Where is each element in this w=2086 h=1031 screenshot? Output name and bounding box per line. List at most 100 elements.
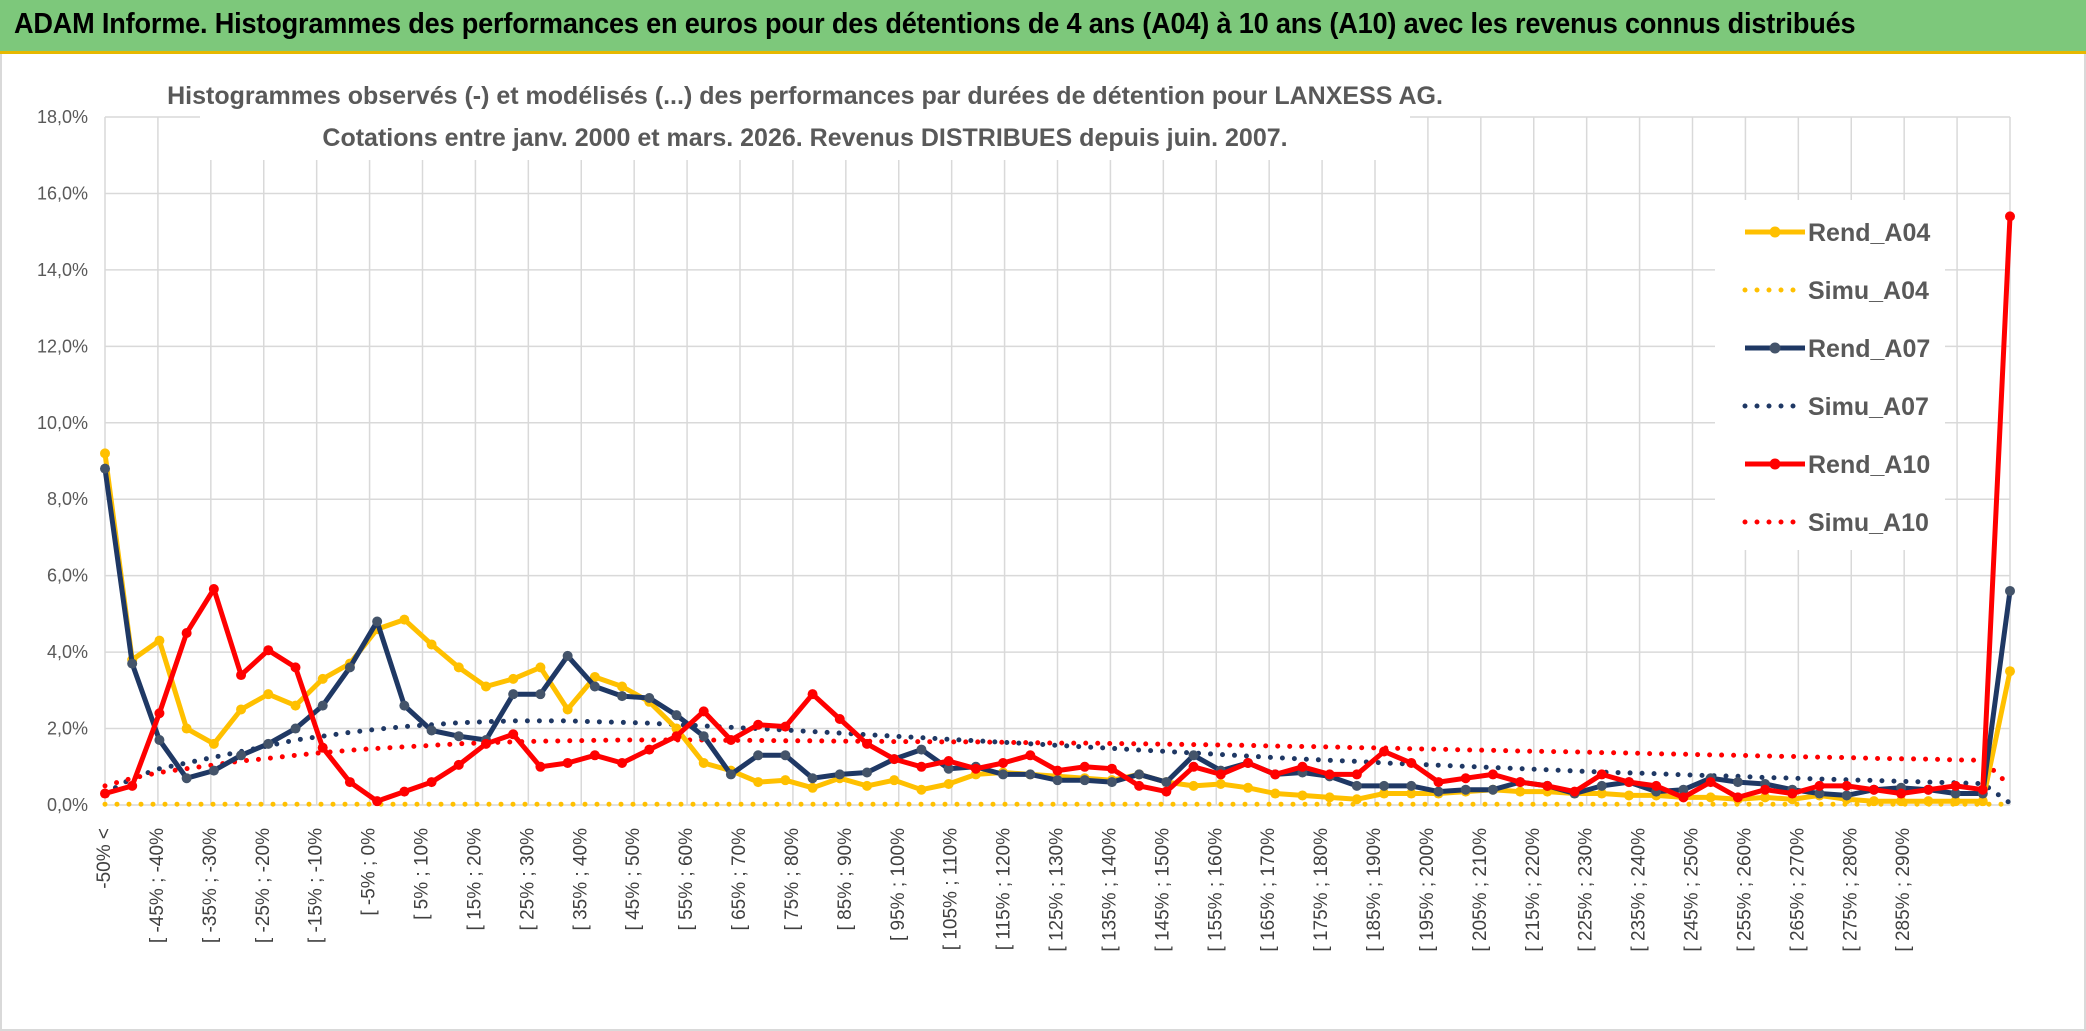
legend-item: Simu_A07 [1742,393,1929,421]
data-point [1596,769,1607,780]
data-point [589,671,600,682]
x-tick-label: [ 225% ; 230% [1576,828,1597,952]
data-point [100,463,110,474]
data-point [181,773,192,784]
data-point [508,729,519,740]
x-tick-label: [ 255% ; 260% [1734,828,1755,952]
data-point [317,742,328,753]
legend-item: Simu_A04 [1742,277,1929,305]
data-point [290,723,301,734]
legend-item: Rend_A04 [1745,219,1930,247]
x-tick-label: [ 135% ; 140% [1099,828,1120,952]
y-tick-label: 2,0% [47,719,88,739]
data-point [1841,780,1852,791]
data-point [481,681,491,692]
data-point [1923,796,1934,807]
data-point [100,788,110,799]
data-point [1515,786,1526,797]
legend-marker [1769,226,1781,238]
x-tick-label: [ -5% ; 0% [359,828,380,916]
data-point [453,731,464,742]
data-point [1732,792,1743,803]
x-axis-ticks: -50% < [ -45% ; -40% [ -35% ; -30% [ -25% ;… [94,828,1914,952]
legend-item: Rend_A10 [1745,451,1930,479]
data-point [1134,769,1145,780]
grid-lines [104,116,2011,806]
data-point [644,692,655,703]
data-point [236,704,247,715]
data-point [698,731,709,742]
data-point [1351,794,1362,805]
data-point [399,700,410,711]
x-tick-label: [ 165% ; 170% [1258,828,1279,952]
y-tick-label: 18,0% [37,107,88,127]
data-point [1433,786,1444,797]
x-tick-label: [ 55% ; 60% [676,828,697,931]
data-point [1868,796,1879,807]
data-point [1515,777,1526,788]
x-tick-label: [ 205% ; 210% [1470,828,1491,952]
data-point [399,614,410,625]
data-point [399,786,410,797]
data-point [1950,788,1961,799]
data-point [562,704,573,715]
y-axis-ticks: 0,0% 2,0% 4,0% 6,0% 8,0% 10,0% 12,0% 14,0% 16,0%… [37,107,88,815]
data-point [1678,792,1689,803]
x-tick-label: [ 5% ; 10% [412,828,433,920]
data-point [1977,796,1988,807]
series-Rend_A10 [100,211,2015,807]
x-tick-label: [ 265% ; 270% [1787,828,1808,952]
data-point [317,673,328,684]
data-point [1025,750,1036,761]
data-point [1814,788,1825,799]
data-point [1270,769,1281,780]
x-tick-label: [ 155% ; 160% [1205,828,1226,952]
title-banner: ADAM Informe. Histogrammes des performan… [0,0,2086,54]
legend-marker [1769,458,1781,470]
data-point [589,750,600,761]
data-point [208,738,219,749]
legend-marker [1769,342,1781,354]
data-point [426,725,437,736]
data-point [753,750,764,761]
report-title: ADAM Informe. Histogrammes des performan… [14,8,1856,40]
data-point [916,784,927,795]
data-point [780,750,791,761]
data-point [562,650,573,661]
x-tick-label: [ 275% ; 280% [1840,828,1861,952]
x-tick-label: [ 85% ; 90% [835,828,856,931]
x-tick-label: [ 285% ; 290% [1893,828,1914,952]
x-tick-label: [ 215% ; 220% [1523,828,1544,952]
data-point [1896,796,1907,807]
data-point [263,689,274,700]
x-tick-label: [ 115% ; 120% [994,828,1015,950]
data-point [290,662,301,673]
y-tick-label: 16,0% [37,183,88,203]
data-point [998,757,1009,768]
data-point [1052,765,1063,776]
data-point [1025,769,1036,780]
data-point [562,757,573,768]
data-point [1760,792,1771,803]
series-line [102,718,2013,806]
data-point [1188,750,1199,761]
data-point [1406,780,1417,791]
data-point [481,738,491,749]
data-point [2005,666,2015,677]
data-point [617,681,628,692]
data-point [344,777,355,788]
x-tick-label: [ 245% ; 250% [1682,828,1703,952]
data-point [535,689,546,700]
data-point [1487,769,1498,780]
legend-label: Simu_A04 [1808,277,1929,305]
data-point [1161,777,1172,788]
data-point [426,777,437,788]
data-point [1134,780,1145,791]
data-point [181,628,192,638]
x-tick-label: [ 25% ; 30% [517,828,538,931]
data-point [889,775,900,786]
legend-label: Simu_A10 [1808,509,1929,537]
data-point [1324,769,1335,780]
data-point [1814,780,1825,791]
y-tick-label: 8,0% [47,489,88,509]
